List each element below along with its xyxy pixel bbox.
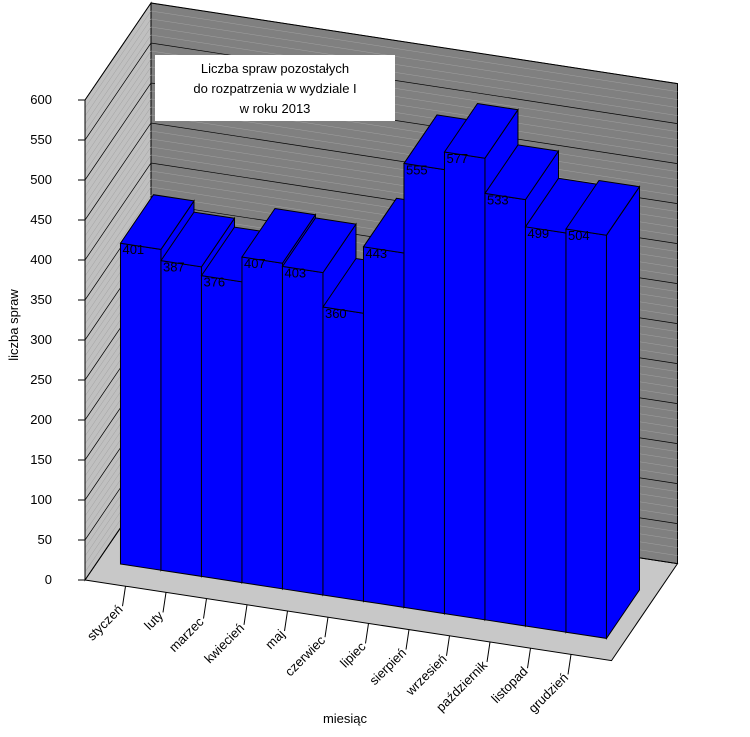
- bar-top: [281, 217, 357, 274]
- wall-hatch: [84, 18, 678, 117]
- value-label: 555: [406, 162, 428, 177]
- bar-top: [565, 179, 641, 236]
- bar-front: [119, 242, 162, 571]
- value-label: 376: [203, 275, 225, 290]
- y-tick-label: 50: [38, 532, 52, 547]
- x-tick: [324, 617, 329, 638]
- x-tick: [486, 641, 491, 663]
- y-tick-label: 600: [30, 92, 52, 107]
- value-label: 403: [284, 265, 306, 280]
- x-tick-label: kwiecień: [201, 620, 247, 666]
- bar-top: [484, 144, 560, 201]
- x-tick-label: maj: [262, 626, 287, 651]
- x-tick-label: listopad: [488, 664, 530, 706]
- x-tick-label: marzec: [166, 614, 207, 655]
- value-label: 499: [527, 226, 549, 241]
- bar-front: [322, 306, 364, 602]
- bar-front: [524, 226, 567, 633]
- y-tick-label: 250: [30, 372, 52, 387]
- bar-front: [565, 228, 607, 639]
- y-tick-label: 450: [30, 212, 52, 227]
- bar-front: [484, 192, 526, 627]
- value-label: 387: [163, 260, 185, 275]
- x-tick: [243, 604, 248, 625]
- y-tick-label: 400: [30, 252, 52, 267]
- grid-line: [84, 2, 678, 101]
- x-tick-label: wrzesień: [402, 651, 450, 699]
- value-label: 360: [325, 306, 347, 321]
- y-tick-label: 350: [30, 292, 52, 307]
- wall-hatch: [84, 10, 678, 109]
- value-label: 504: [568, 228, 590, 243]
- x-tick: [567, 654, 572, 675]
- bar-front: [160, 260, 202, 577]
- bar-front: [200, 275, 243, 584]
- bar-front: [241, 256, 283, 590]
- x-tick-label: grudzień: [525, 670, 571, 716]
- y-tick-label: 150: [30, 452, 52, 467]
- x-tick: [203, 598, 207, 619]
- bar: [565, 179, 641, 641]
- x-tick: [284, 610, 288, 632]
- bar-top: [241, 207, 317, 264]
- x-tick: [162, 592, 167, 613]
- x-tick: [405, 629, 410, 650]
- wall-hatch: [84, 50, 678, 149]
- value-label: 401: [122, 242, 144, 257]
- value-label: 407: [244, 256, 266, 271]
- x-tick: [365, 623, 369, 644]
- x-tick: [122, 586, 126, 607]
- bar-top: [443, 102, 519, 159]
- x-tick-label: lipiec: [337, 639, 369, 671]
- wall-hatch: [84, 26, 678, 125]
- x-axis-label: miesiąc: [323, 711, 368, 726]
- y-tick-label: 100: [30, 492, 52, 507]
- y-tick-label: 500: [30, 172, 52, 187]
- value-label: 577: [446, 151, 468, 166]
- y-tick-label: 0: [45, 572, 52, 587]
- bar-front: [443, 151, 486, 621]
- x-tick-label: czerwiec: [282, 632, 329, 679]
- title-box: [155, 55, 395, 121]
- bar-front: [403, 162, 445, 615]
- y-tick-label: 200: [30, 412, 52, 427]
- bar-top: [160, 211, 236, 268]
- value-label: 443: [365, 246, 387, 261]
- bar-top: [119, 194, 195, 250]
- chart-title: do rozpatrzenia w wydziale I: [193, 81, 356, 96]
- chart-title: w roku 2013: [239, 101, 311, 116]
- y-axis-label: liczba spraw: [6, 289, 21, 361]
- y-tick-label: 300: [30, 332, 52, 347]
- value-label: 533: [487, 192, 509, 207]
- x-tick-label: styczeń: [84, 602, 126, 644]
- bar-side: [605, 185, 640, 641]
- bar-front: [281, 265, 324, 596]
- x-tick: [446, 635, 450, 656]
- wall-hatch: [84, 34, 678, 133]
- bar-front: [362, 246, 405, 608]
- y-tick-label: 550: [30, 132, 52, 147]
- grid-line: [84, 42, 678, 141]
- x-tick: [527, 648, 531, 669]
- x-tick-label: sierpień: [366, 645, 409, 688]
- chart-title: Liczba spraw pozostałych: [201, 61, 349, 76]
